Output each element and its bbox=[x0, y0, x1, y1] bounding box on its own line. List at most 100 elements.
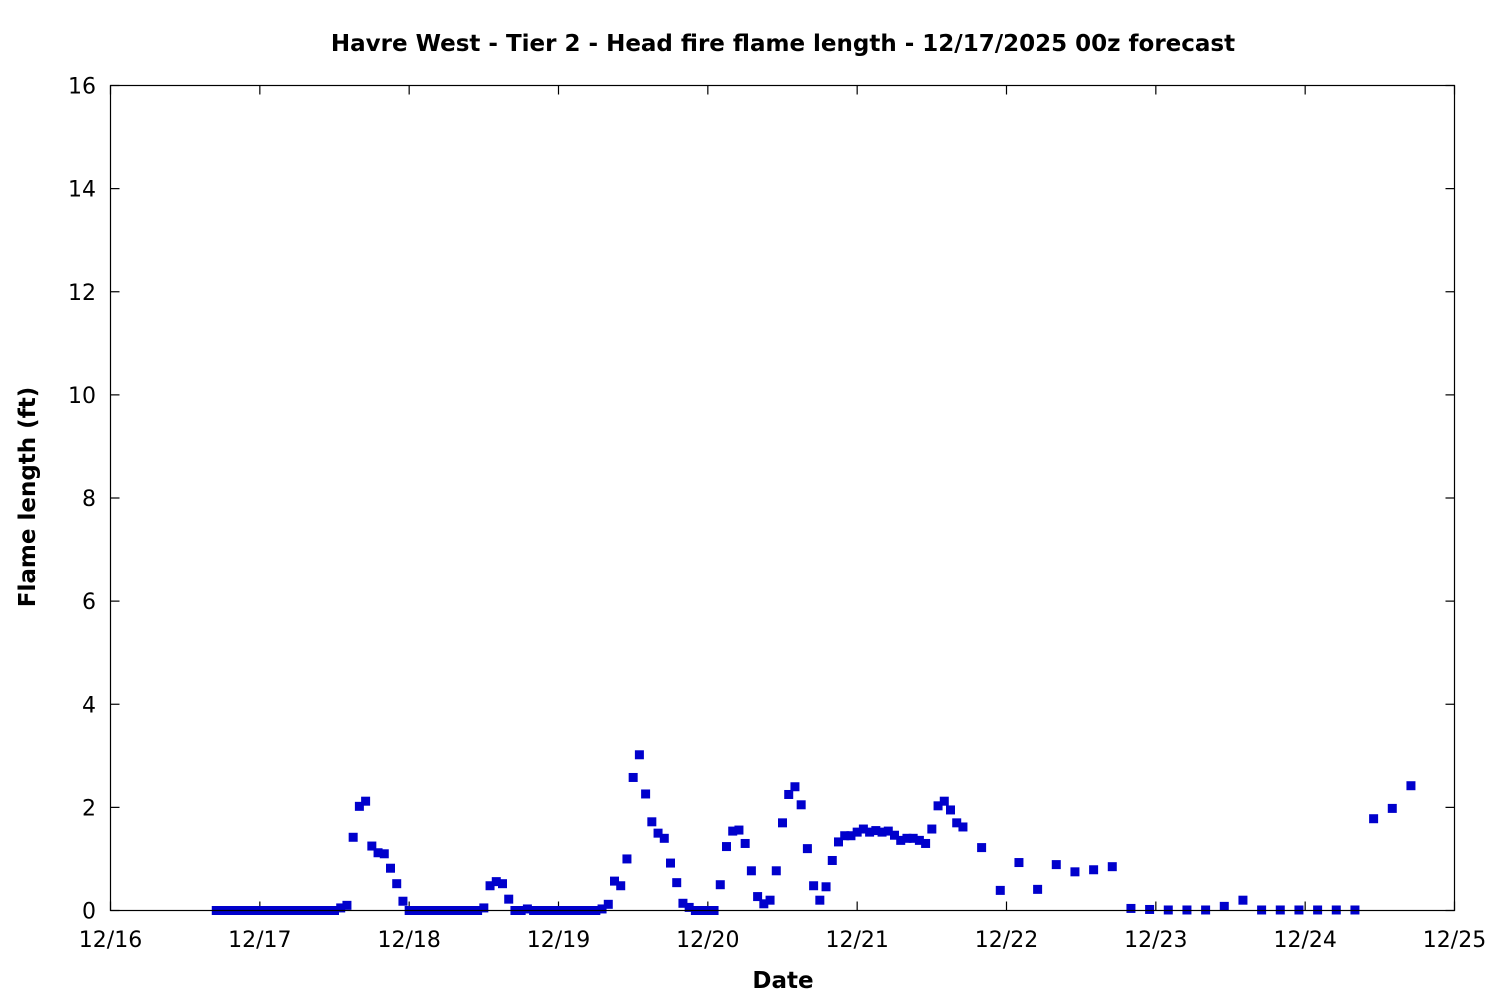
data-point bbox=[1369, 814, 1379, 824]
plot-frame bbox=[109, 84, 1456, 912]
data-point bbox=[809, 881, 819, 891]
data-point bbox=[952, 818, 962, 828]
data-point bbox=[367, 841, 377, 851]
data-point bbox=[1033, 884, 1043, 894]
y-tick-label: 8 bbox=[82, 487, 96, 512]
data-point bbox=[746, 866, 756, 876]
data-point bbox=[616, 881, 626, 891]
data-point bbox=[1107, 862, 1117, 872]
x-tick-label: 12/20 bbox=[676, 928, 739, 953]
data-point bbox=[771, 866, 781, 876]
data-point bbox=[1406, 781, 1416, 791]
y-tick-label: 0 bbox=[82, 900, 96, 925]
data-point bbox=[491, 877, 501, 887]
data-point bbox=[634, 750, 644, 760]
data-point bbox=[603, 899, 613, 909]
data-point bbox=[479, 903, 489, 913]
data-point bbox=[641, 789, 651, 799]
data-point bbox=[914, 835, 924, 845]
y-tick-label: 16 bbox=[68, 75, 96, 100]
data-point bbox=[392, 879, 402, 889]
data-point bbox=[653, 828, 663, 838]
data-point bbox=[890, 830, 899, 840]
x-tick-label: 12/18 bbox=[377, 928, 440, 953]
data-point bbox=[722, 842, 731, 852]
data-point bbox=[1145, 904, 1155, 914]
x-tick-label: 12/17 bbox=[228, 928, 291, 953]
data-point bbox=[1126, 903, 1136, 913]
data-point bbox=[753, 892, 763, 902]
x-tick-label: 12/22 bbox=[975, 928, 1038, 953]
data-point bbox=[1051, 860, 1061, 870]
y-tick-label: 2 bbox=[82, 796, 96, 821]
data-point bbox=[504, 894, 514, 904]
y-tick-label: 12 bbox=[68, 281, 96, 306]
data-point bbox=[977, 843, 987, 853]
data-point bbox=[647, 817, 657, 827]
data-point bbox=[908, 833, 918, 843]
y-tick-label: 10 bbox=[68, 384, 96, 409]
data-point bbox=[659, 833, 669, 843]
data-point bbox=[354, 801, 364, 811]
data-point bbox=[821, 882, 831, 892]
data-point bbox=[1070, 867, 1080, 877]
y-axis-label: Flame length (ft) bbox=[15, 387, 41, 607]
data-point bbox=[1387, 803, 1397, 813]
data-point bbox=[379, 849, 389, 859]
data-point bbox=[348, 832, 358, 842]
data-point bbox=[946, 805, 955, 815]
x-tick-label: 12/24 bbox=[1273, 928, 1336, 953]
data-point bbox=[386, 863, 395, 873]
data-point bbox=[336, 903, 346, 913]
data-point bbox=[1089, 865, 1099, 875]
x-tick-label: 12/23 bbox=[1124, 928, 1187, 953]
data-point bbox=[398, 896, 408, 906]
data-point bbox=[995, 885, 1005, 895]
data-point bbox=[597, 904, 607, 914]
data-point bbox=[1014, 858, 1024, 868]
data-point bbox=[628, 772, 638, 782]
data-point bbox=[939, 796, 949, 806]
data-point bbox=[784, 789, 794, 799]
data-point bbox=[522, 904, 532, 914]
data-point bbox=[921, 838, 931, 848]
data-point bbox=[1219, 901, 1229, 911]
data-point bbox=[802, 844, 812, 854]
data-point bbox=[927, 824, 937, 834]
x-tick-label: 12/19 bbox=[527, 928, 590, 953]
y-tick-label: 14 bbox=[68, 178, 96, 203]
data-point bbox=[902, 833, 912, 843]
data-points bbox=[211, 750, 1416, 915]
x-axis-label: Date bbox=[752, 968, 813, 994]
y-tick-label: 4 bbox=[82, 693, 96, 718]
data-point bbox=[759, 899, 769, 909]
data-point bbox=[361, 796, 371, 806]
data-point bbox=[896, 835, 906, 845]
data-point bbox=[815, 895, 825, 905]
data-point bbox=[728, 826, 738, 836]
data-point bbox=[672, 878, 682, 888]
data-point bbox=[846, 831, 856, 841]
data-point bbox=[715, 880, 725, 890]
data-point bbox=[610, 876, 619, 886]
data-point bbox=[684, 902, 694, 912]
chart-title: Havre West - Tier 2 - Head fire flame le… bbox=[331, 31, 1235, 57]
data-point bbox=[840, 831, 850, 841]
data-point bbox=[933, 801, 943, 811]
data-point bbox=[778, 818, 787, 828]
data-point bbox=[852, 827, 862, 837]
data-point bbox=[498, 879, 507, 889]
data-point bbox=[342, 900, 352, 910]
data-point bbox=[678, 898, 688, 908]
x-tick-label: 12/16 bbox=[79, 928, 142, 953]
x-tick-label: 12/25 bbox=[1423, 928, 1486, 953]
data-point bbox=[865, 827, 875, 837]
data-point bbox=[958, 822, 968, 832]
data-point bbox=[796, 800, 806, 810]
y-tick-label: 6 bbox=[82, 590, 96, 615]
x-tick-label: 12/21 bbox=[825, 928, 888, 953]
data-point bbox=[666, 858, 675, 868]
data-point bbox=[877, 827, 887, 837]
data-point bbox=[790, 782, 800, 792]
